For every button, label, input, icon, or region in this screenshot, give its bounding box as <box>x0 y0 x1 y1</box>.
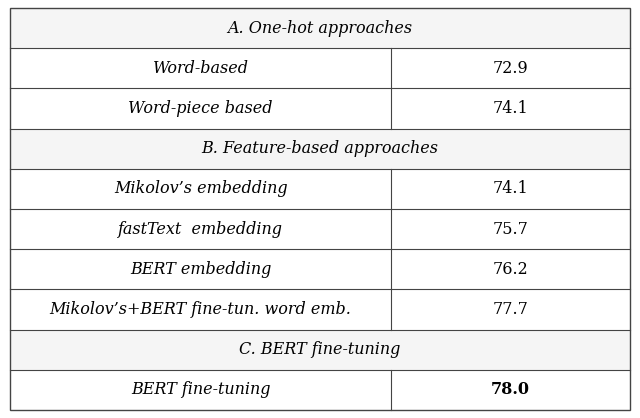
Text: 74.1: 74.1 <box>493 100 529 117</box>
Text: 75.7: 75.7 <box>493 221 529 237</box>
Text: BERT embedding: BERT embedding <box>130 261 271 278</box>
Text: 78.0: 78.0 <box>491 381 530 398</box>
Bar <box>10 370 630 410</box>
Text: 77.7: 77.7 <box>493 301 529 318</box>
Text: 74.1: 74.1 <box>493 181 529 197</box>
Bar <box>10 209 630 249</box>
Bar <box>10 88 630 129</box>
Bar <box>10 289 630 330</box>
Bar <box>10 169 630 209</box>
Text: Word-based: Word-based <box>153 60 249 77</box>
Text: BERT fine-tuning: BERT fine-tuning <box>131 381 270 398</box>
Bar <box>10 8 630 48</box>
Bar <box>10 129 630 169</box>
Bar <box>10 48 630 88</box>
Text: 76.2: 76.2 <box>493 261 529 278</box>
Bar <box>10 249 630 289</box>
Text: Mikolov’s embedding: Mikolov’s embedding <box>114 181 287 197</box>
Bar <box>10 330 630 370</box>
Text: Word-piece based: Word-piece based <box>129 100 273 117</box>
Text: 72.9: 72.9 <box>493 60 529 77</box>
Text: C. BERT fine-tuning: C. BERT fine-tuning <box>239 341 401 358</box>
Text: B. Feature-based approaches: B. Feature-based approaches <box>202 140 438 157</box>
Text: Mikolov’s+BERT fine-tun. word emb.: Mikolov’s+BERT fine-tun. word emb. <box>50 301 351 318</box>
Text: A. One-hot approaches: A. One-hot approaches <box>227 20 413 37</box>
Text: fastText  embedding: fastText embedding <box>118 221 283 237</box>
